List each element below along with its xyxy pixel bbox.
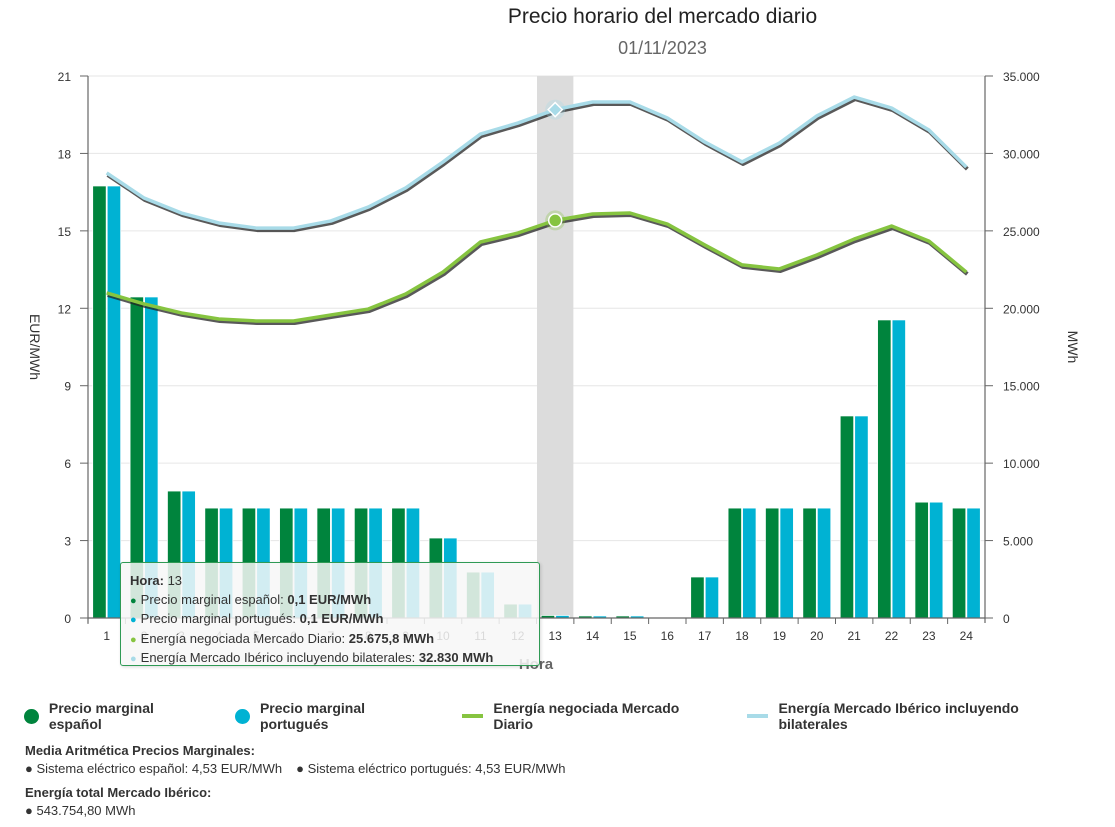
x-tick-label: 20 — [810, 629, 824, 643]
tooltip-hour-value: 13 — [167, 573, 183, 588]
tooltip: Hora: 13 ● Precio marginal español: 0,1 E… — [120, 562, 540, 666]
highlight-band — [537, 76, 574, 618]
dot-icon: ● — [130, 633, 137, 646]
bar-es — [914, 501, 929, 619]
y-tick-label-left: 0 — [64, 612, 71, 626]
bar-pt — [816, 507, 832, 619]
y-tick-label-left: 6 — [64, 457, 71, 471]
y-tick-label-left: 12 — [58, 302, 72, 316]
bar-pt — [779, 507, 794, 619]
y-tick-label-right: 10.000 — [1003, 457, 1040, 471]
line-shadow — [106, 97, 969, 233]
x-tick-label: 1 — [103, 629, 110, 643]
bar-pt — [966, 507, 981, 619]
avg-pt: ● Sistema eléctrico portugués: 4,53 EUR/… — [296, 761, 566, 776]
legend-dot-icon — [24, 708, 39, 724]
bar-es — [951, 507, 967, 619]
y-tick-label-left: 9 — [64, 380, 71, 394]
avg-heading: Media Aritmética Precios Marginales: — [25, 743, 255, 758]
line-energia-diario — [106, 211, 968, 323]
bar-pt — [704, 576, 720, 619]
dot-icon: ● — [130, 653, 137, 665]
line-energia-iberico — [105, 95, 968, 230]
x-tick-label: 18 — [735, 629, 749, 643]
tooltip-hour-label: Hora: — [130, 573, 164, 588]
y-tick-label-right: 20.000 — [1003, 302, 1040, 316]
tooltip-row: ● Energía negociada Mercado Diario: 25.67… — [130, 630, 435, 646]
y-tick-label-right: 15.000 — [1003, 380, 1040, 394]
x-tick-label: 24 — [960, 629, 974, 643]
x-tick-label: 16 — [661, 629, 675, 643]
chart-title: Precio horario del mercado diario — [507, 5, 818, 28]
legend-line-icon — [746, 714, 769, 718]
legend-item-energia-diario[interactable]: Energía negociada Mercado Diario — [461, 700, 721, 732]
bar-pt — [106, 185, 122, 619]
tooltip-row: ● Precio marginal portugués: 0,1 EUR/MWh — [130, 611, 384, 626]
hover-point — [547, 101, 564, 118]
highlight-band-rect — [537, 76, 574, 618]
bar-es — [690, 576, 705, 619]
y-axis-right-title: MWh — [1065, 331, 1081, 364]
legend-item-energia-iberico[interactable]: Energía Mercado Ibérico incluyendo bilat… — [746, 700, 1089, 732]
bar-es — [877, 319, 892, 619]
tooltip-row: ● Energía Mercado Ibérico incluyendo bila… — [130, 650, 494, 665]
y-tick-label-left: 21 — [58, 70, 72, 84]
bars — [92, 185, 981, 619]
bar-pt — [742, 507, 757, 619]
y-axis-left-title: EUR/MWh — [27, 314, 43, 380]
legend: Precio marginal español Precio marginal … — [24, 700, 1115, 732]
y-tick-label-right: 5.000 — [1003, 535, 1033, 549]
y-tick-label-right: 0 — [1003, 612, 1010, 626]
x-tick-label: 17 — [698, 629, 712, 643]
y-tick-label-right: 30.000 — [1003, 147, 1040, 161]
bar-pt — [929, 501, 944, 619]
chart-subtitle: 01/11/2023 — [618, 38, 707, 58]
stats-panel: Media Aritmética Precios Marginales: ● S… — [25, 742, 580, 820]
bar-es — [765, 507, 780, 619]
legend-line-icon — [461, 714, 484, 718]
y-tick-label-left: 18 — [58, 147, 72, 161]
avg-es: ● Sistema eléctrico español: 4,53 EUR/MW… — [25, 761, 283, 776]
legend-item-precio-pt[interactable]: Precio marginal portugués — [235, 700, 435, 732]
x-tick-label: 21 — [848, 629, 862, 643]
y-tick-label-left: 3 — [64, 535, 71, 549]
hover-point — [547, 213, 563, 228]
bar-es — [92, 185, 107, 619]
x-tick-label: 15 — [623, 629, 637, 643]
bar-es — [802, 507, 817, 619]
x-tick-label: 19 — [773, 629, 787, 643]
dot-icon: ● — [130, 594, 137, 607]
total-value: ● 543.754,80 MWh — [25, 803, 136, 818]
total-heading: Energía total Mercado Ibérico: — [25, 785, 212, 800]
y-tick-label-right: 25.000 — [1003, 225, 1040, 239]
bar-pt — [854, 415, 869, 619]
line-shadow — [107, 213, 969, 325]
dot-icon: ● — [130, 614, 137, 626]
y-tick-label-right: 35.000 — [1003, 70, 1040, 84]
legend-dot-icon — [235, 708, 250, 724]
bar-es — [839, 415, 855, 619]
bar-es — [727, 507, 742, 619]
tooltip-row: ● Precio marginal español: 0,1 EUR/MWh — [130, 591, 372, 607]
x-tick-label: 14 — [586, 629, 600, 643]
axes: 0 3 6 9 12 15 18 21 0 5.000 10.000 15.000 20.000 25.0… — [58, 70, 1040, 643]
y-tick-label-left: 15 — [58, 225, 72, 239]
bar-pt — [891, 319, 906, 619]
x-tick-label: 22 — [885, 629, 899, 643]
lines — [105, 95, 969, 325]
x-tick-label: 23 — [922, 629, 936, 643]
x-tick-label: 13 — [549, 629, 563, 643]
chart: 0 3 6 9 12 15 18 21 0 5.000 10.000 15.000 20.000 25.0… — [27, 70, 1081, 673]
legend-item-precio-es[interactable]: Precio marginal español — [24, 700, 209, 732]
